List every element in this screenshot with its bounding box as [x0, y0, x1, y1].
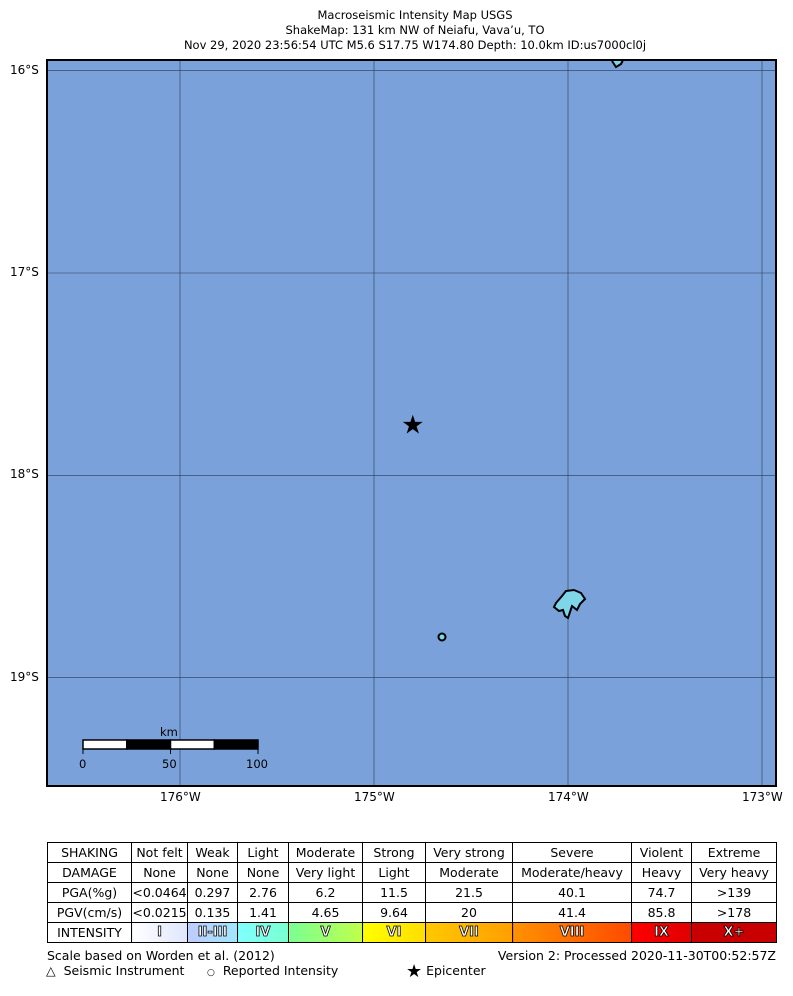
intensity-row: INTENSITY I II-III IV V VI VII VIII IX X+ — [47, 922, 777, 943]
table-cell: Violent — [631, 842, 692, 863]
row-header: PGA(%g) — [47, 882, 132, 903]
island-vavau — [552, 588, 587, 620]
row-header: PGV(cm/s) — [47, 902, 132, 923]
scale-label: 50 — [162, 757, 177, 771]
ocean — [47, 60, 776, 786]
lon-tick-label: 174°W — [548, 790, 589, 804]
island-small — [437, 632, 447, 642]
intensity-cell: X+ — [691, 922, 777, 943]
lon-tick-label: 175°W — [354, 790, 395, 804]
event-info: Nov 29, 2020 23:56:54 UTC M5.6 S17.75 W1… — [183, 38, 647, 52]
intensity-map[interactable]: ★ — [0, 0, 793, 830]
row-header: DAMAGE — [47, 862, 132, 883]
table-cell: 0.135 — [187, 902, 238, 923]
graticule — [47, 60, 776, 786]
table-cell: Strong — [362, 842, 426, 863]
intensity-cell: V — [288, 922, 363, 943]
intensity-legend-table: SHAKING Not felt Weak Light Moderate Strong Ve… — [47, 842, 777, 943]
table-cell: Severe — [512, 842, 632, 863]
table-cell: 21.5 — [425, 882, 513, 903]
legend-label: Reported Intensity — [222, 963, 339, 978]
table-cell: 74.7 — [631, 882, 692, 903]
scale-note: Scale based on Worden et al. (2012) — [47, 948, 275, 963]
intensity-cell: VI — [362, 922, 426, 943]
table-cell: >178 — [691, 902, 777, 923]
table-cell: <0.0215 — [131, 902, 188, 923]
table-cell: 41.4 — [512, 902, 632, 923]
lat-tick-label: 18°S — [10, 467, 39, 482]
circle-icon: ○ — [207, 968, 215, 978]
table-row: PGV(cm/s) <0.0215 0.135 1.41 4.65 9.64 20 41.4 8… — [47, 902, 777, 923]
table-row: DAMAGE None None None Very light Light Moderat… — [47, 862, 777, 883]
intensity-cell: II-III — [187, 922, 238, 943]
table-cell: 20 — [425, 902, 513, 923]
scale-label: 100 — [246, 757, 268, 771]
legend-epicenter: ★ Epicenter — [406, 961, 486, 982]
table-cell: 9.64 — [362, 902, 426, 923]
legend-label: Seismic Instrument — [63, 963, 185, 978]
table-cell: >139 — [691, 882, 777, 903]
table-cell: None — [187, 862, 238, 883]
triangle-icon: △ — [46, 963, 56, 978]
table-cell: Light — [237, 842, 289, 863]
table-cell: Moderate — [425, 862, 513, 883]
lon-tick-label: 173°W — [742, 790, 783, 804]
intensity-cell: IX — [631, 922, 692, 943]
scale-bar — [82, 739, 259, 754]
table-cell: Very heavy — [691, 862, 777, 883]
epicenter-star-icon[interactable]: ★ — [401, 411, 424, 441]
map-title: Macroseismic Intensity Map USGS — [317, 8, 513, 22]
legend-label: Epicenter — [426, 963, 486, 978]
table-cell: 85.8 — [631, 902, 692, 923]
table-cell: Moderate/heavy — [512, 862, 632, 883]
table-row: SHAKING Not felt Weak Light Moderate Strong Ve… — [47, 842, 777, 863]
table-cell: 1.41 — [237, 902, 289, 923]
table-cell: 6.2 — [288, 882, 363, 903]
table-cell: Moderate — [288, 842, 363, 863]
intensity-cell: VIII — [512, 922, 632, 943]
legend-reported-intensity: ○ Reported Intensity — [207, 963, 338, 978]
table-cell: Weak — [187, 842, 238, 863]
table-cell: None — [131, 862, 188, 883]
table-row: PGA(%g) <0.0464 0.297 2.76 6.2 11.5 21.5 40.1 74… — [47, 882, 777, 903]
map-subtitle: ShakeMap: 131 km NW of Neiafu, Vava’u, T… — [285, 23, 545, 37]
table-cell: Very light — [288, 862, 363, 883]
lon-tick-label: 176°W — [160, 790, 201, 804]
star-icon: ★ — [406, 961, 423, 982]
table-cell: Light — [362, 862, 426, 883]
table-cell: <0.0464 — [131, 882, 188, 903]
table-cell: 11.5 — [362, 882, 426, 903]
table-cell: Extreme — [691, 842, 777, 863]
row-header: INTENSITY — [47, 922, 132, 943]
table-cell: 4.65 — [288, 902, 363, 923]
intensity-cell: I — [131, 922, 188, 943]
table-cell: 40.1 — [512, 882, 632, 903]
table-cell: 0.297 — [187, 882, 238, 903]
legend-seismic-instrument: △ Seismic Instrument — [46, 963, 184, 978]
table-cell: 2.76 — [237, 882, 289, 903]
table-cell: Very strong — [425, 842, 513, 863]
scale-label: 0 — [79, 757, 87, 771]
lat-tick-label: 16°S — [10, 62, 39, 77]
lat-tick-label: 17°S — [10, 265, 39, 279]
table-cell: Not felt — [131, 842, 188, 863]
intensity-cell: IV — [237, 922, 289, 943]
island-north — [611, 59, 624, 69]
version-info: Version 2: Processed 2020-11-30T00:52:57… — [497, 948, 776, 963]
table-cell: None — [237, 862, 289, 883]
row-header: SHAKING — [47, 842, 132, 863]
scale-unit: km — [160, 725, 178, 739]
map-frame — [46, 59, 777, 787]
lat-tick-label: 19°S — [10, 669, 39, 684]
table-cell: Heavy — [631, 862, 692, 883]
intensity-cell: VII — [425, 922, 513, 943]
